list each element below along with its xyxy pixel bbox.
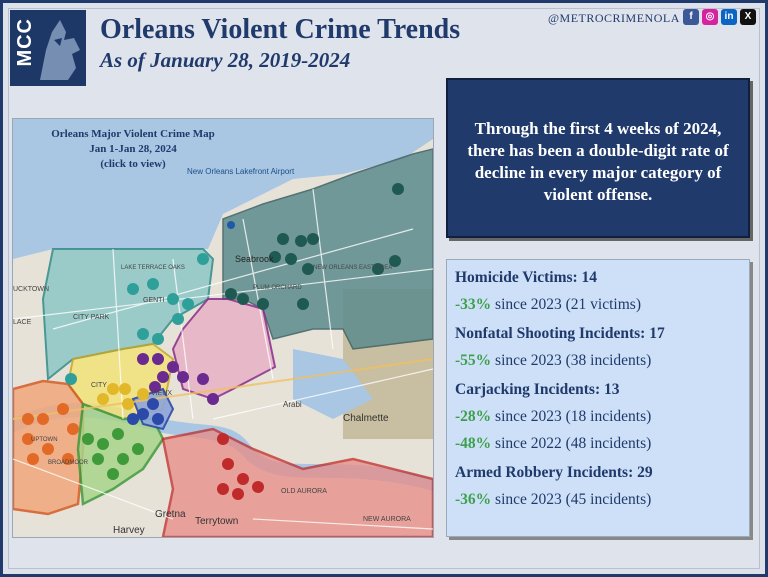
stat-label: Armed Robbery Incidents: 29 [455, 464, 653, 481]
broadmoor-label: BROADMOOR [48, 460, 89, 466]
stat-change-line: -28% since 2023 (18 incidents) [455, 408, 741, 426]
gretna-label: Gretna [155, 509, 186, 520]
stat-label: Nonfatal Shooting Incidents: 17 [455, 325, 665, 342]
bucktown-label: UCKTOWN [13, 286, 49, 293]
airport-label-1: New Orleans Lakefront Airport [187, 167, 295, 176]
crime-map[interactable]: New Orleans Lakefront Airport Seabrook L… [12, 118, 434, 538]
uptown-label: UPTOWN [31, 437, 58, 443]
stat-comparison: since 2023 (21 victims) [491, 296, 641, 313]
seabrook-label: Seabrook [235, 254, 274, 264]
old-aurora-label: OLD AURORA [281, 488, 327, 495]
stat-label: Homicide Victims: 14 [455, 269, 598, 286]
wolf-emblem-icon [40, 20, 80, 80]
crime-markers [22, 183, 404, 500]
page-subtitle: As of January 28, 2019-2024 [100, 48, 351, 72]
lace-label: LACE [13, 319, 32, 326]
new-orleans-east-label: NEW ORLEANS EAST AREA [313, 265, 392, 271]
mcc-logo: MCC [10, 10, 86, 86]
stat-comparison: since 2023 (45 incidents) [491, 491, 652, 508]
stat-group: Carjacking Incidents: 13 -28% since 2023 … [455, 381, 741, 453]
harvey-label: Harvey [113, 525, 145, 536]
stat-group: Homicide Victims: 14 -33% since 2023 (21 … [455, 269, 741, 314]
stat-label: Carjacking Incidents: 13 [455, 381, 620, 398]
stat-percent: -48% [455, 435, 492, 452]
stat-percent: -55% [455, 352, 492, 369]
gentilly-label: GENTI [143, 297, 164, 304]
facebook-icon[interactable]: f [683, 9, 699, 25]
chalmette-label: Chalmette [343, 413, 389, 424]
stat-change-line: -48% since 2022 (48 incidents) [455, 435, 741, 453]
mid-city-label: CITY [91, 382, 107, 389]
vieux-label: VIEUX [151, 390, 172, 397]
lake-terrace-label: LAKE TERRACE OAKS [121, 265, 185, 271]
map-title: Orleans Major Violent Crime Map [51, 128, 215, 140]
stat-group: Armed Robbery Incidents: 29 -36% since 20… [455, 464, 741, 509]
stat-percent: -36% [455, 491, 492, 508]
stat-change-line: -55% since 2023 (38 incidents) [455, 352, 741, 370]
logo-text: MCC [14, 18, 36, 67]
stat-group: Nonfatal Shooting Incidents: 17 -55% sinc… [455, 325, 741, 370]
terrytown-label: Terrytown [195, 516, 238, 527]
map-date-range: Jan 1-Jan 28, 2024 [89, 143, 177, 155]
stat-comparison: since 2022 (48 incidents) [491, 435, 652, 452]
stats-panel: Homicide Victims: 14 -33% since 2023 (21 … [446, 259, 750, 537]
city-park-label: CITY PARK [73, 314, 110, 321]
map-click-hint: (click to view) [100, 158, 166, 170]
stat-comparison: since 2023 (18 incidents) [491, 408, 652, 425]
map-canvas: New Orleans Lakefront Airport Seabrook L… [13, 119, 433, 537]
plum-orchard-label: PLUM ORCHARD [253, 285, 302, 291]
social-handle[interactable]: @METROCRIMENOLA [548, 11, 680, 25]
stat-percent: -33% [455, 296, 492, 313]
stat-percent: -28% [455, 408, 492, 425]
arabi-label: Arabi [283, 400, 302, 409]
linkedin-icon[interactable]: in [721, 9, 737, 25]
x-icon[interactable]: X [740, 9, 756, 25]
stat-change-line: -33% since 2023 (21 victims) [455, 296, 741, 314]
instagram-icon[interactable]: ◎ [702, 9, 718, 25]
stat-comparison: since 2023 (38 incidents) [491, 352, 652, 369]
stat-change-line: -36% since 2023 (45 incidents) [455, 491, 741, 509]
new-aurora-label: NEW AURORA [363, 516, 411, 523]
page-title: Orleans Violent Crime Trends [100, 14, 461, 45]
summary-callout: Through the first 4 weeks of 2024, there… [446, 78, 750, 238]
summary-text: Through the first 4 weeks of 2024, there… [467, 119, 729, 204]
